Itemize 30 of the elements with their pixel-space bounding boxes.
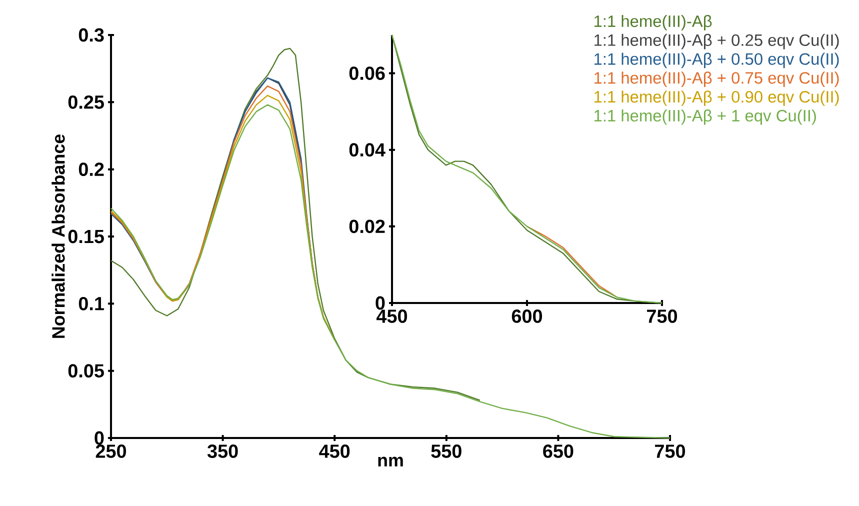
x-tick-label: 550 [431, 444, 462, 458]
x-tick-label: 250 [96, 444, 126, 458]
x-tick-label: 750 [655, 444, 686, 458]
y-tick-label: 0.04 [349, 143, 386, 157]
y-tick-label: 0.3 [78, 28, 104, 42]
text: 1:1 heme(III)-Aβ [594, 15, 712, 30]
x-tick-label: 650 [543, 444, 574, 458]
line-series [526, 226, 618, 298]
line-series [110, 48, 481, 401]
y-tick-label: 0.25 [68, 95, 104, 109]
y-tick-label: 0 [376, 296, 385, 310]
text: 1:1 heme(III)-Aβ + 0.90 eqv Cu(II) [594, 90, 839, 106]
y-tick-label: 0.2 [78, 162, 104, 176]
x-axis-title: nm [378, 456, 403, 466]
x-tick-label: 450 [376, 310, 408, 323]
y-tick-label: 0.15 [68, 230, 104, 244]
y-tick-label: 0.06 [349, 66, 385, 80]
x-tick-label: 450 [319, 444, 350, 458]
x-tick-label: 350 [207, 444, 238, 458]
y-axis-title: Normalized Absorbance [52, 134, 65, 338]
text: 1:1 heme(III)-Aβ + 0.50 eqv Cu(II) [594, 52, 839, 68]
text: 1:1 heme(III)-Aβ + 0.75 eqv Cu(II) [594, 72, 839, 87]
y-tick-label: 0.02 [349, 220, 385, 234]
x-tick-label: 600 [512, 310, 542, 323]
text: 1:1 heme(III)-Aβ + 1 eqv Cu(II) [594, 109, 816, 125]
y-tick-label: 0.1 [78, 296, 104, 310]
y-tick-label: 0.05 [68, 364, 104, 378]
y-tick-label: 0 [94, 431, 104, 445]
x-tick-label: 750 [647, 310, 678, 323]
text: 1:1 heme(III)-Aβ + 0.25 eqv Cu(II) [594, 34, 839, 50]
